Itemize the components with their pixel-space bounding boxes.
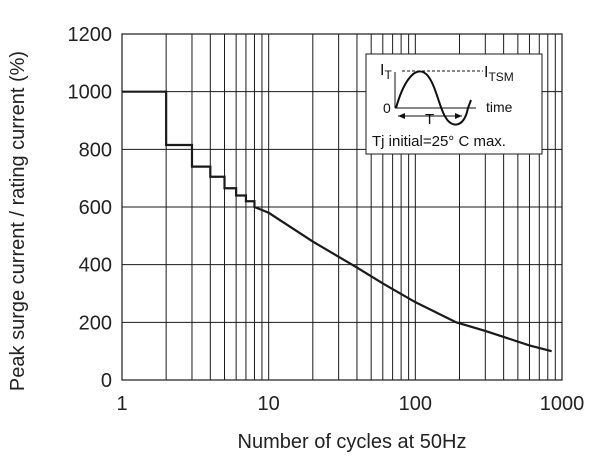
inset-label-it: IT (380, 62, 392, 82)
plot-frame (121, 33, 563, 381)
y-tick-label: 0 (101, 370, 112, 392)
x-tick-label: 1 (116, 393, 127, 415)
y-tick-label: 1200 (68, 24, 113, 46)
inset-arrowheads (398, 113, 462, 119)
x-tick-label: 100 (399, 393, 432, 415)
tick-labels: 1 10 100 1000 0 200 400 600 800 1000 1200 (68, 24, 585, 415)
inset-label-time: time (486, 99, 513, 115)
x-tick-label: 10 (258, 393, 280, 415)
inset-note: Tj initial=25° C max. (372, 133, 506, 150)
grid-lines (122, 34, 562, 380)
series-line (122, 90, 552, 353)
y-tick-label: 200 (79, 312, 112, 334)
x-tick-label: 1000 (540, 393, 585, 415)
y-tick-label: 1000 (68, 82, 113, 104)
inset-sine-wave (395, 70, 472, 126)
y-tick-label: 800 (79, 139, 112, 161)
x-axis-label: Number of cycles at 50Hz (238, 431, 467, 453)
inset-label-zero: 0 (383, 100, 391, 116)
inset-label-itsm: ITSM (484, 64, 514, 84)
inset-label-t: T (425, 111, 434, 128)
y-tick-label: 400 (79, 255, 112, 277)
y-tick-label: 600 (79, 197, 112, 219)
waveform-inset: IT ITSM 0 time T Tj initial=25° C max. (365, 53, 543, 155)
y-axis-label: Peak surge current / rating current (%) (7, 51, 29, 391)
